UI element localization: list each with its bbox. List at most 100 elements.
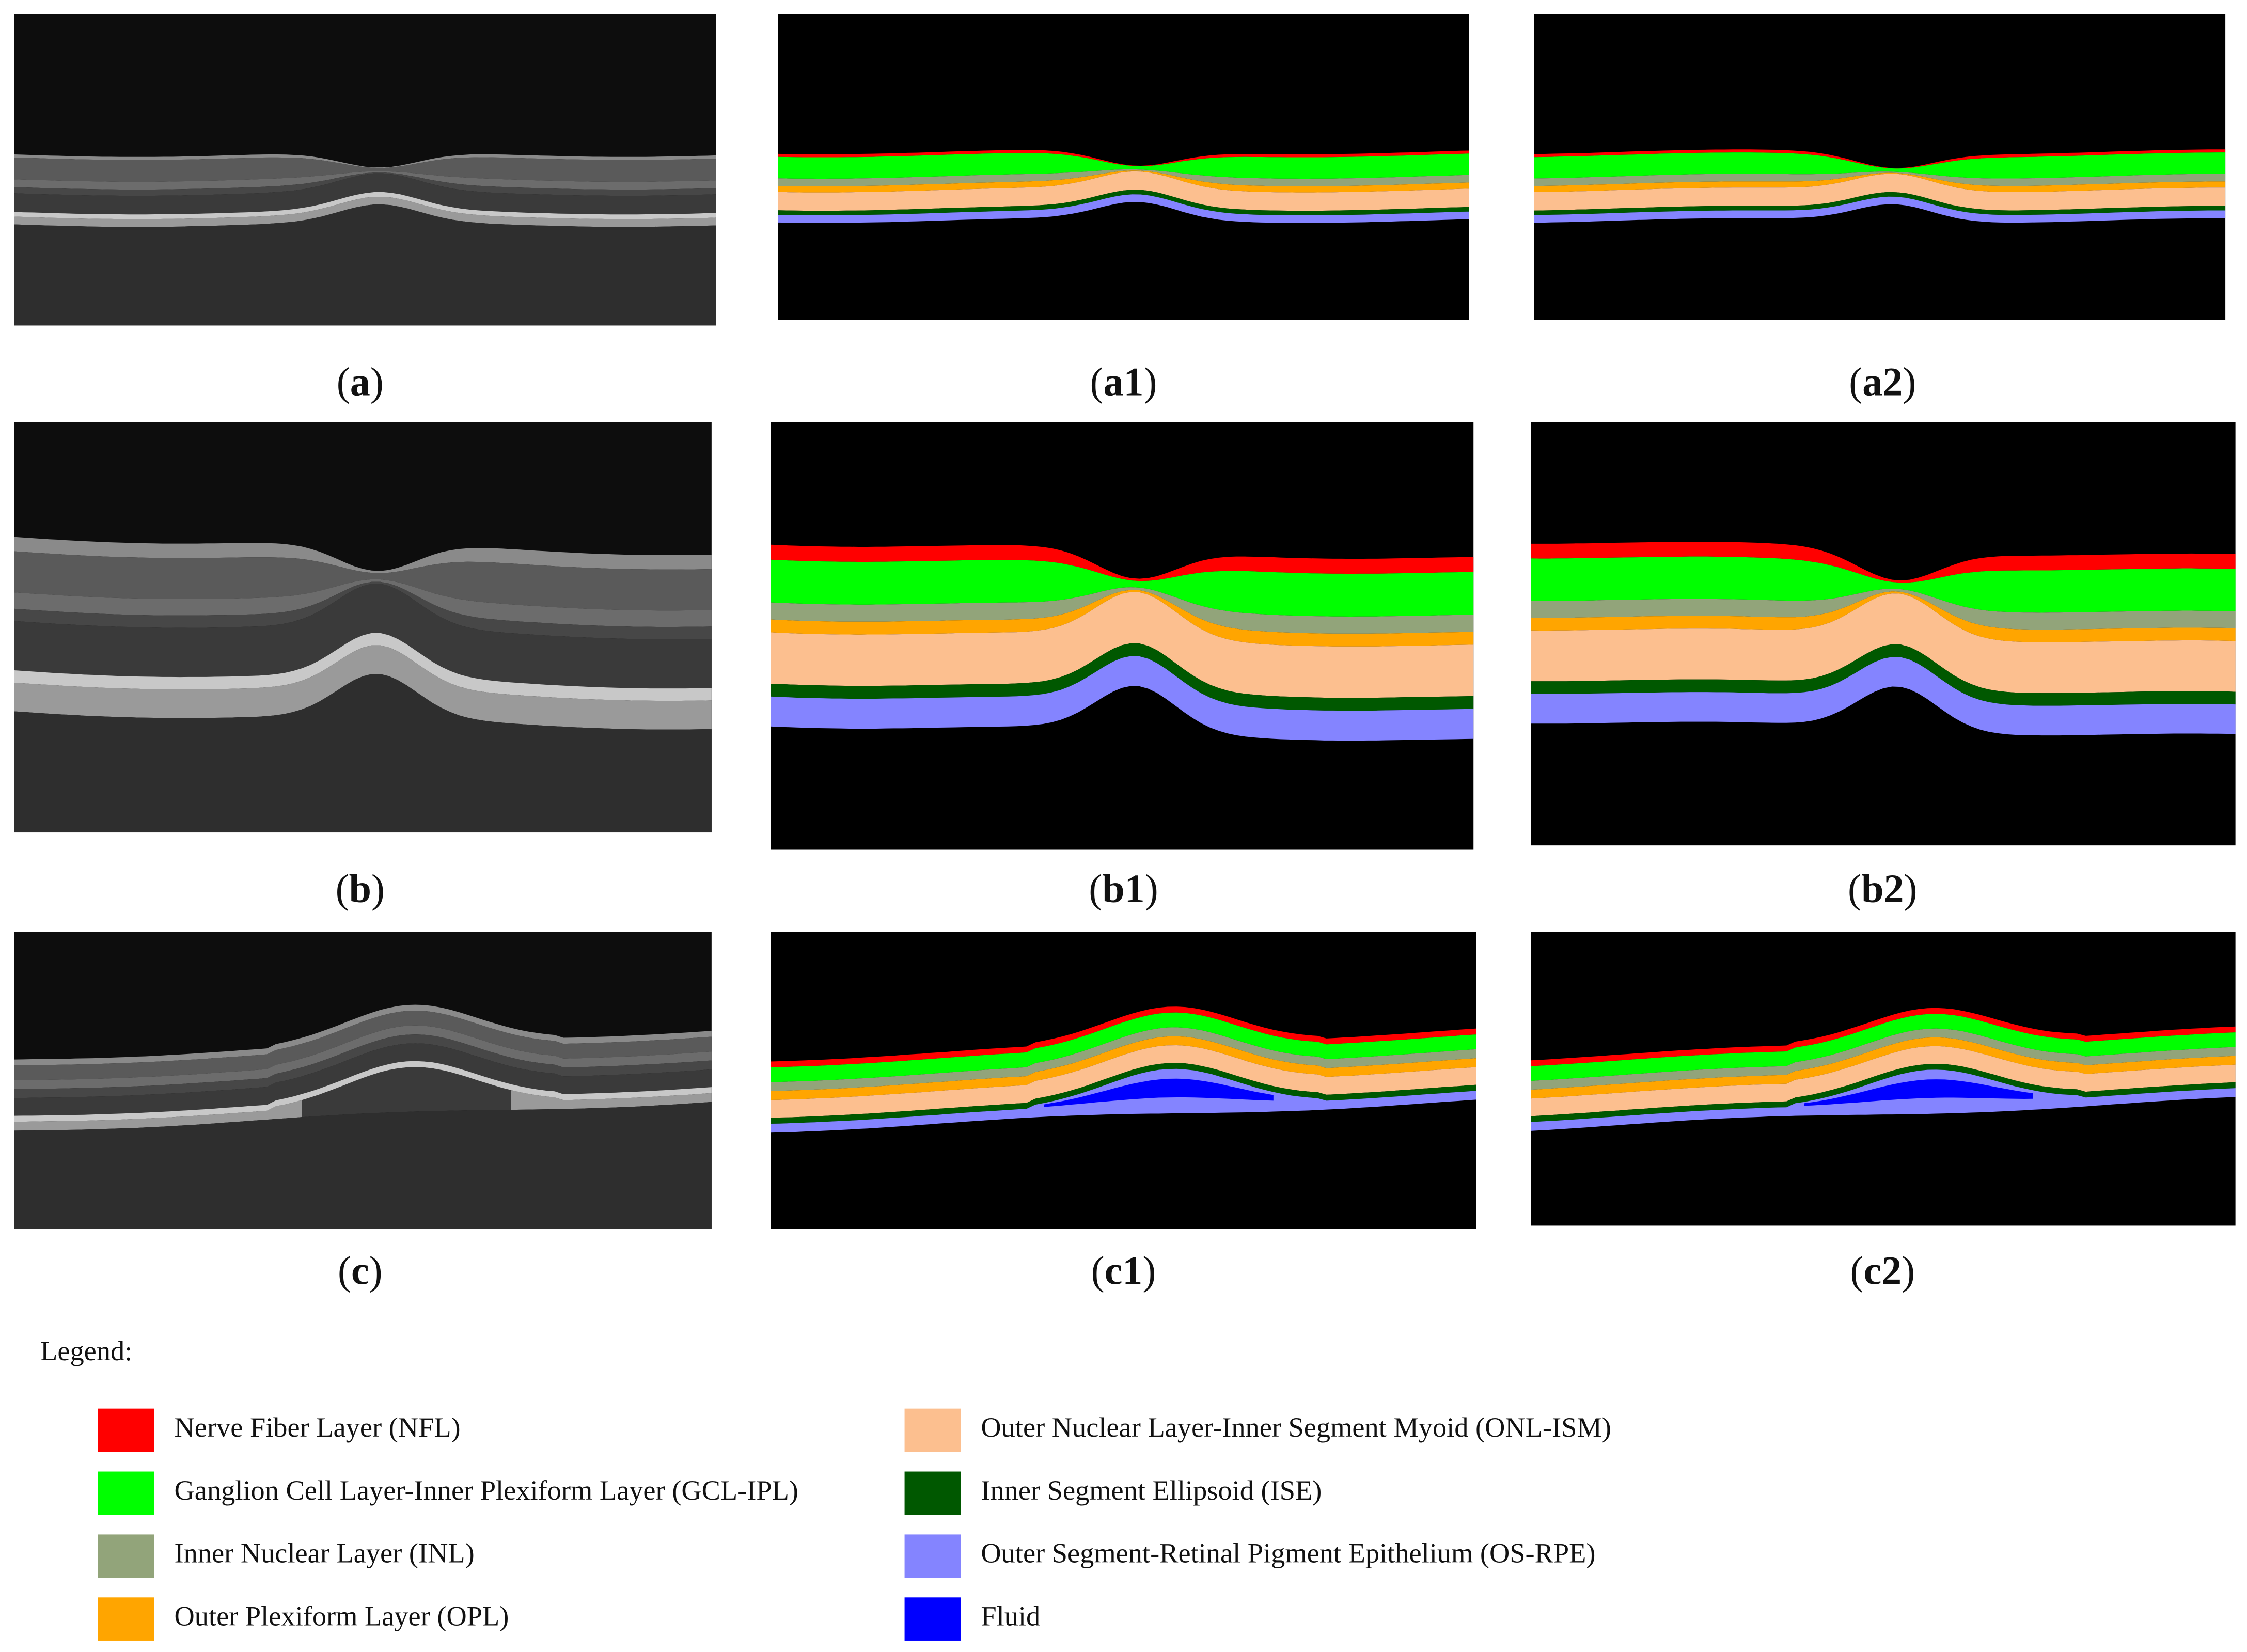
- retina-band: [14, 157, 716, 182]
- caption-paren: (: [1091, 1248, 1105, 1293]
- caption-paren: ): [1144, 359, 1157, 404]
- segmentation-map: [778, 14, 1469, 320]
- choroid: [14, 204, 716, 326]
- layer: [771, 1068, 1476, 1133]
- panel-caption: (c2): [1850, 1248, 1915, 1293]
- retina-band: [14, 584, 712, 689]
- caption-label: b1: [1102, 866, 1144, 911]
- layer: [771, 1045, 1476, 1118]
- caption-label: b2: [1861, 866, 1904, 911]
- legend-label: Inner Nuclear Layer (INL): [175, 1538, 475, 1569]
- caption-paren: (: [1090, 359, 1103, 404]
- layer: [1531, 1037, 2236, 1099]
- layer: [771, 590, 1474, 647]
- choroid: [14, 1102, 712, 1229]
- caption-label: a2: [1862, 359, 1903, 404]
- caption-label: c1: [1105, 1248, 1143, 1293]
- layer: [778, 153, 1469, 179]
- layer: [1531, 657, 2236, 736]
- caption-paren: ): [1904, 866, 1918, 911]
- retina-band: [14, 581, 712, 639]
- caption-paren: ): [1903, 359, 1916, 404]
- caption-paren: ): [1142, 1248, 1156, 1293]
- layer: [1534, 192, 2226, 215]
- panel-caption: (a1): [1090, 359, 1157, 404]
- legend-swatch: [98, 1408, 154, 1452]
- panel-caption: (b1): [1089, 866, 1158, 911]
- layer: [778, 169, 1469, 186]
- layer: [1531, 1046, 2236, 1116]
- legend-label: Outer Plexiform Layer (OPL): [175, 1601, 509, 1632]
- oct-image: [14, 932, 712, 1229]
- layer: [1531, 593, 2236, 694]
- retina-band: [14, 537, 712, 573]
- legend-title: Legend:: [40, 1335, 132, 1366]
- layer: [1534, 171, 2226, 186]
- fluid: [1044, 1078, 1274, 1107]
- layer: [1534, 174, 2226, 211]
- legend-label: Inner Segment Ellipsoid (ISE): [981, 1475, 1322, 1506]
- legend-label: Outer Segment-Retinal Pigment Epithelium…: [981, 1538, 1595, 1569]
- layer: [1534, 172, 2226, 193]
- caption-paren: ): [370, 359, 384, 404]
- caption-paren: (: [338, 1248, 351, 1293]
- panel-caption: (a2): [1849, 359, 1916, 404]
- retina-band: [14, 154, 716, 168]
- retina-band: [14, 1034, 712, 1098]
- legend-swatch: [904, 1534, 961, 1578]
- segmentation-map: [1531, 932, 2236, 1226]
- legend-swatch: [98, 1597, 154, 1641]
- panel-caption: (b): [336, 866, 385, 911]
- layer: [1534, 196, 2226, 223]
- segmentation-map: [1531, 422, 2236, 846]
- retina-band: [14, 579, 712, 627]
- caption-paren: (: [1848, 866, 1861, 911]
- caption-label: c: [351, 1248, 369, 1293]
- layer: [1534, 152, 2226, 179]
- layer: [1531, 1008, 2236, 1066]
- retina-band: [14, 551, 712, 611]
- segmentation-map: [771, 422, 1474, 850]
- layer: [778, 150, 1469, 166]
- layer: [1531, 591, 2236, 642]
- retina-band: [14, 645, 712, 730]
- retina-band: [14, 192, 716, 219]
- legend-swatch: [98, 1471, 154, 1515]
- caption-label: a1: [1103, 359, 1143, 404]
- layer: [771, 1063, 1476, 1124]
- caption-paren: (: [337, 359, 350, 404]
- layer: [771, 643, 1474, 711]
- retina-band: [14, 196, 716, 227]
- layer: [771, 559, 1474, 617]
- retina-band: [14, 171, 716, 190]
- caption-paren: ): [1902, 1248, 1915, 1293]
- caption-paren: (: [336, 866, 349, 911]
- caption-paren: ): [369, 1248, 383, 1293]
- retina-band: [14, 633, 712, 701]
- layer: [778, 190, 1469, 215]
- retina-band: [14, 1061, 712, 1122]
- fluid: [1804, 1079, 2033, 1106]
- layer: [778, 170, 1469, 193]
- layer: [1531, 1063, 2236, 1122]
- layer: [1531, 541, 2236, 583]
- retina-band: [14, 172, 716, 196]
- layer: [1531, 644, 2236, 706]
- retina-band: [14, 173, 716, 215]
- panel-caption: (b2): [1848, 866, 1918, 911]
- legend-swatch: [98, 1534, 154, 1578]
- caption-label: b: [349, 866, 371, 911]
- legend-label: Nerve Fiber Layer (NFL): [175, 1412, 461, 1443]
- fluid-dark: [302, 1067, 511, 1118]
- oct-image: [14, 14, 716, 326]
- panel-caption: (c1): [1091, 1248, 1156, 1293]
- layer: [771, 656, 1474, 741]
- layer: [1531, 589, 2236, 630]
- retina-band: [14, 1011, 712, 1080]
- layer: [771, 1012, 1476, 1082]
- legend-swatch: [904, 1597, 961, 1641]
- legend-swatch: [904, 1471, 961, 1515]
- caption-label: c2: [1863, 1248, 1902, 1293]
